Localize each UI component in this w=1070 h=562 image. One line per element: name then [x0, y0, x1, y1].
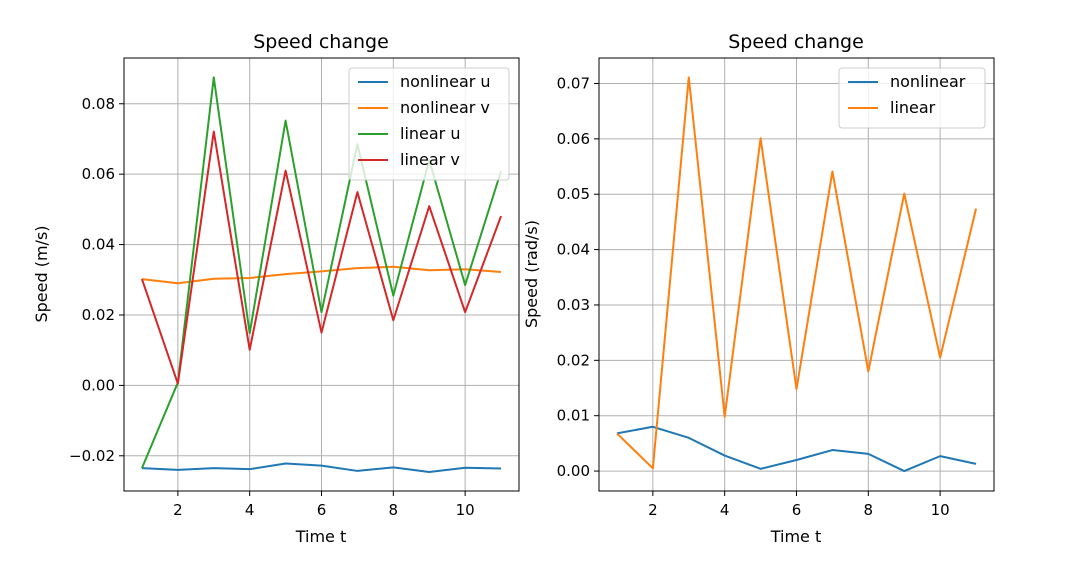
series-line-1 [141, 265, 502, 285]
chart-title: Speed change [728, 31, 864, 53]
x-tick-label: 2 [648, 501, 658, 519]
legend-label: linear u [400, 124, 460, 143]
x-tick-label: 10 [931, 501, 950, 519]
chart-title: Speed change [253, 31, 389, 53]
y-tick-label: 0.00 [557, 462, 590, 480]
series-line-3 [141, 130, 502, 385]
legend: nonlinear u nonlinear v linear u linear v [348, 67, 510, 181]
x-axis-label: Time t [295, 527, 347, 546]
series-line-2 [141, 76, 503, 469]
y-tick-label: 0.07 [557, 74, 590, 92]
legend-label: nonlinear v [400, 98, 490, 117]
chart-angular-speed: Speed change Time t Speed (rad/s) 2 4 6 8 10… [522, 31, 995, 546]
x-tick-label: 6 [317, 501, 327, 519]
x-axis-label: Time t [770, 527, 822, 546]
y-tick-label: −0.02 [69, 447, 115, 465]
y-axis-label: Speed (m/s) [32, 225, 51, 322]
legend-box [348, 67, 510, 181]
chart-linear-speed: Speed change Time t Speed (m/s) 2 4 6 8 10 −0… [32, 31, 520, 546]
x-tick-label: 8 [389, 501, 399, 519]
y-tick-label: 0.02 [82, 306, 115, 324]
y-tick-label: 0.05 [557, 185, 590, 203]
x-tick-label: 2 [173, 501, 183, 519]
legend: nonlinear linear [838, 67, 986, 129]
y-tick-label: 0.01 [557, 407, 590, 425]
y-tick-label: 0.00 [82, 376, 115, 394]
legend-label: linear v [400, 150, 460, 169]
legend-label: nonlinear u [400, 72, 491, 91]
x-tick-label: 8 [864, 501, 874, 519]
y-tick-label: 0.03 [557, 296, 590, 314]
y-tick-label: 0.02 [557, 351, 590, 369]
series-line-1 [616, 76, 978, 470]
y-axis-label: Speed (rad/s) [522, 220, 541, 328]
y-tick-label: 0.04 [557, 241, 590, 259]
x-tick-label: 4 [245, 501, 255, 519]
y-tick-label: 0.06 [82, 165, 115, 183]
x-tick-label: 4 [720, 501, 730, 519]
series-line-0 [616, 425, 977, 473]
y-tick-label: 0.06 [557, 130, 590, 148]
series-line-0 [141, 462, 502, 473]
legend-label: linear [890, 98, 936, 117]
x-tick-label: 10 [456, 501, 475, 519]
y-tick-label: 0.08 [82, 95, 115, 113]
legend-label: nonlinear [890, 72, 966, 91]
y-tick-label: 0.04 [82, 236, 115, 254]
x-tick-label: 6 [792, 501, 802, 519]
